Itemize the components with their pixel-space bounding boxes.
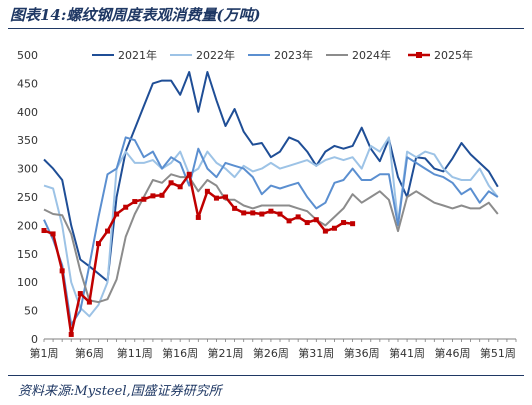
series-point bbox=[123, 204, 129, 210]
series-point bbox=[259, 211, 265, 217]
series-point bbox=[331, 225, 337, 231]
series-point bbox=[241, 210, 247, 216]
legend-label: 2022年 bbox=[196, 48, 235, 62]
series-point bbox=[95, 241, 101, 247]
series-point bbox=[286, 218, 292, 224]
x-tick-label: 第26周 bbox=[253, 346, 289, 360]
x-tick-label: 第1周 bbox=[30, 346, 59, 360]
series-point bbox=[86, 299, 92, 305]
series-line-2024年 bbox=[43, 173, 499, 304]
y-tick-label: 450 bbox=[17, 77, 38, 90]
series-point bbox=[150, 193, 156, 199]
y-tick-label: 50 bbox=[24, 305, 38, 318]
chart-source: 资料来源:Mysteel,国盛证券研究所 bbox=[18, 384, 222, 399]
series-point bbox=[68, 331, 74, 337]
y-tick-label: 250 bbox=[17, 191, 38, 204]
legend-label: 2023年 bbox=[274, 48, 313, 62]
series-point bbox=[213, 195, 219, 201]
y-tick-label: 150 bbox=[17, 248, 38, 261]
series-point bbox=[250, 210, 256, 216]
y-tick-label: 100 bbox=[17, 276, 38, 289]
legend-label: 2021年 bbox=[118, 48, 157, 62]
series-point bbox=[59, 268, 65, 274]
series-point bbox=[105, 228, 111, 234]
x-tick-label: 第41周 bbox=[389, 346, 425, 360]
y-tick-label: 500 bbox=[17, 49, 38, 62]
series-point bbox=[159, 192, 165, 198]
y-tick-label: 300 bbox=[17, 163, 38, 176]
x-tick-label: 第21周 bbox=[208, 346, 244, 360]
series-line-2025年 bbox=[43, 173, 353, 336]
y-tick-label: 350 bbox=[17, 134, 38, 147]
x-tick-label: 第46周 bbox=[434, 346, 470, 360]
x-tick-label: 第31周 bbox=[298, 346, 334, 360]
x-tick-label: 第11周 bbox=[117, 346, 153, 360]
series-point bbox=[313, 217, 319, 223]
series-line-2023年 bbox=[43, 136, 499, 326]
source-divider bbox=[8, 375, 524, 376]
series-point bbox=[177, 184, 183, 190]
series-point bbox=[132, 199, 138, 205]
series-point bbox=[322, 228, 328, 234]
series-line-2021年 bbox=[43, 71, 499, 283]
chart-legend: 2021年 2022年 2023年 2024年 2025年 bbox=[92, 48, 473, 62]
chart-axes: 0 50 100 150 200 250 300 350 400 450 500 第1周 第6周 第11周… bbox=[17, 49, 517, 360]
series-point bbox=[204, 188, 210, 194]
series-point bbox=[350, 221, 356, 227]
title-divider bbox=[8, 28, 524, 29]
series-point bbox=[295, 214, 301, 220]
series-point bbox=[77, 291, 83, 297]
chart-series-group bbox=[41, 71, 499, 337]
series-point bbox=[223, 194, 229, 200]
x-tick-label: 第36周 bbox=[344, 346, 380, 360]
x-tick-label: 第6周 bbox=[75, 346, 104, 360]
series-point bbox=[168, 180, 174, 186]
y-tick-label: 400 bbox=[17, 106, 38, 119]
y-tick-label: 200 bbox=[17, 219, 38, 232]
y-tick-label: 0 bbox=[31, 333, 38, 346]
series-point bbox=[186, 171, 192, 177]
series-point bbox=[277, 211, 283, 217]
series-line-2022年 bbox=[43, 136, 499, 318]
legend-label: 2024年 bbox=[352, 48, 391, 62]
series-point bbox=[141, 196, 147, 202]
series-point bbox=[341, 220, 347, 226]
series-point bbox=[232, 205, 238, 211]
legend-label: 2025年 bbox=[434, 48, 473, 62]
series-point bbox=[195, 214, 201, 220]
legend-marker bbox=[416, 52, 422, 58]
x-tick-label: 第51周 bbox=[480, 346, 516, 360]
chart-canvas: 0 50 100 150 200 250 300 350 400 450 500 第1周 第6周 第11周… bbox=[17, 48, 517, 360]
chart-title: 图表14:螺纹钢周度表观消费量(万吨) bbox=[10, 6, 261, 24]
series-point bbox=[114, 211, 120, 217]
x-tick-label: 第16周 bbox=[162, 346, 198, 360]
series-point bbox=[41, 228, 47, 234]
series-point bbox=[304, 220, 310, 226]
series-point bbox=[268, 208, 274, 214]
series-point bbox=[50, 231, 56, 237]
